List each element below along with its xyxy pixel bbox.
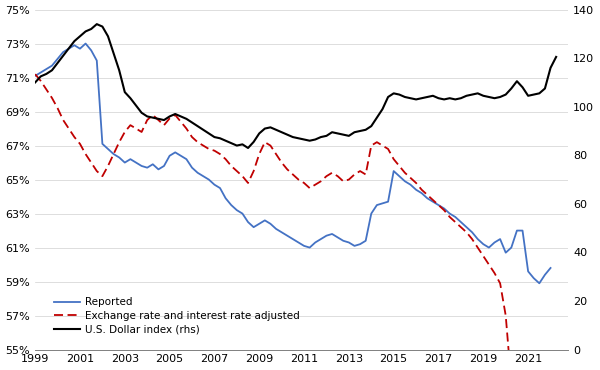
- U.S. Dollar index (rhs): [435, 96, 442, 100]
- U.S. Dollar index (rhs): [244, 146, 251, 150]
- Line: Reported: Reported: [35, 44, 551, 283]
- Exchange rate and interest rate adjusted: [32, 72, 39, 76]
- Reported: [32, 74, 39, 78]
- Reported: [104, 147, 112, 151]
- Reported: [536, 281, 543, 286]
- Line: Exchange rate and interest rate adjusted: Exchange rate and interest rate adjusted: [35, 74, 556, 370]
- Reported: [395, 174, 403, 178]
- Reported: [121, 160, 128, 165]
- Exchange rate and interest rate adjusted: [233, 169, 241, 173]
- Reported: [446, 211, 454, 216]
- U.S. Dollar index (rhs): [356, 129, 364, 133]
- U.S. Dollar index (rhs): [127, 96, 134, 100]
- Legend: Reported, Exchange rate and interest rate adjusted, U.S. Dollar index (rhs): Reported, Exchange rate and interest rat…: [51, 294, 303, 337]
- Exchange rate and interest rate adjusted: [166, 116, 173, 121]
- Reported: [547, 266, 554, 270]
- U.S. Dollar index (rhs): [172, 112, 179, 116]
- Exchange rate and interest rate adjusted: [345, 177, 352, 182]
- Exchange rate and interest rate adjusted: [121, 130, 128, 134]
- Reported: [143, 165, 151, 170]
- U.S. Dollar index (rhs): [553, 55, 560, 59]
- Exchange rate and interest rate adjusted: [250, 169, 257, 173]
- Exchange rate and interest rate adjusted: [424, 193, 431, 197]
- Reported: [82, 41, 89, 46]
- U.S. Dollar index (rhs): [93, 22, 100, 26]
- U.S. Dollar index (rhs): [261, 126, 268, 131]
- Reported: [295, 240, 302, 245]
- Line: U.S. Dollar index (rhs): U.S. Dollar index (rhs): [35, 24, 556, 148]
- U.S. Dollar index (rhs): [239, 142, 246, 147]
- U.S. Dollar index (rhs): [32, 80, 39, 85]
